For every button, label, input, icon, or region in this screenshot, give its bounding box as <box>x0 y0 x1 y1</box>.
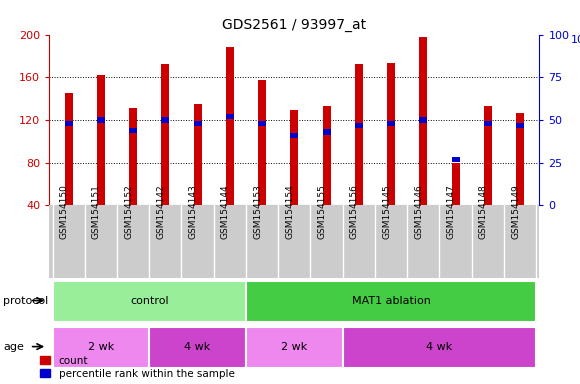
Bar <box>226 114 234 119</box>
Bar <box>246 327 343 368</box>
Text: control: control <box>130 296 169 306</box>
Bar <box>484 106 492 205</box>
Text: 2 wk: 2 wk <box>88 342 114 352</box>
Bar <box>291 110 298 205</box>
Bar <box>516 122 524 128</box>
Bar <box>194 121 202 126</box>
Bar <box>149 327 246 368</box>
Bar <box>64 93 72 205</box>
Text: GSM154147: GSM154147 <box>447 184 455 238</box>
Bar <box>452 163 459 205</box>
Bar <box>53 327 149 368</box>
Text: GSM154154: GSM154154 <box>285 184 295 238</box>
Bar <box>258 121 266 126</box>
Text: GSM154143: GSM154143 <box>188 184 198 238</box>
Text: 2 wk: 2 wk <box>281 342 307 352</box>
Bar <box>343 327 536 368</box>
Text: GSM154149: GSM154149 <box>511 184 520 238</box>
Text: GSM154153: GSM154153 <box>253 184 262 239</box>
Text: 4 wk: 4 wk <box>184 342 211 352</box>
Text: GSM154146: GSM154146 <box>414 184 423 238</box>
Bar <box>516 113 524 205</box>
Text: 4 wk: 4 wk <box>426 342 452 352</box>
Bar <box>452 157 459 162</box>
Text: GSM154145: GSM154145 <box>382 184 391 238</box>
Text: GSM154151: GSM154151 <box>92 184 101 239</box>
Bar <box>129 128 137 133</box>
Bar <box>194 104 202 205</box>
Text: GSM154155: GSM154155 <box>318 184 327 239</box>
Bar <box>387 63 395 205</box>
Bar <box>97 118 105 122</box>
Bar <box>387 121 395 126</box>
Bar <box>97 75 105 205</box>
Text: GSM154144: GSM154144 <box>221 184 230 238</box>
Bar <box>53 281 246 322</box>
Title: GDS2561 / 93997_at: GDS2561 / 93997_at <box>222 18 367 32</box>
Bar <box>161 65 169 205</box>
Bar <box>161 118 169 122</box>
Bar <box>129 108 137 205</box>
Text: protocol: protocol <box>3 296 48 306</box>
Bar <box>258 81 266 205</box>
Bar <box>355 65 363 205</box>
Legend: count, percentile rank within the sample: count, percentile rank within the sample <box>40 356 235 379</box>
Bar <box>322 129 331 134</box>
Text: GSM154152: GSM154152 <box>124 184 133 238</box>
Bar <box>246 281 536 322</box>
Text: MAT1 ablation: MAT1 ablation <box>351 296 430 306</box>
Text: GSM154150: GSM154150 <box>60 184 68 239</box>
Bar <box>64 121 72 126</box>
Bar <box>322 106 331 205</box>
Bar <box>355 122 363 128</box>
Text: GSM154142: GSM154142 <box>157 184 165 238</box>
Text: GSM154148: GSM154148 <box>479 184 488 238</box>
Text: 100%: 100% <box>571 35 580 45</box>
Text: GSM154156: GSM154156 <box>350 184 359 239</box>
Bar <box>484 121 492 126</box>
Bar <box>419 37 427 205</box>
Bar <box>419 118 427 122</box>
Text: age: age <box>3 342 24 352</box>
Bar <box>291 133 298 138</box>
Bar <box>226 47 234 205</box>
